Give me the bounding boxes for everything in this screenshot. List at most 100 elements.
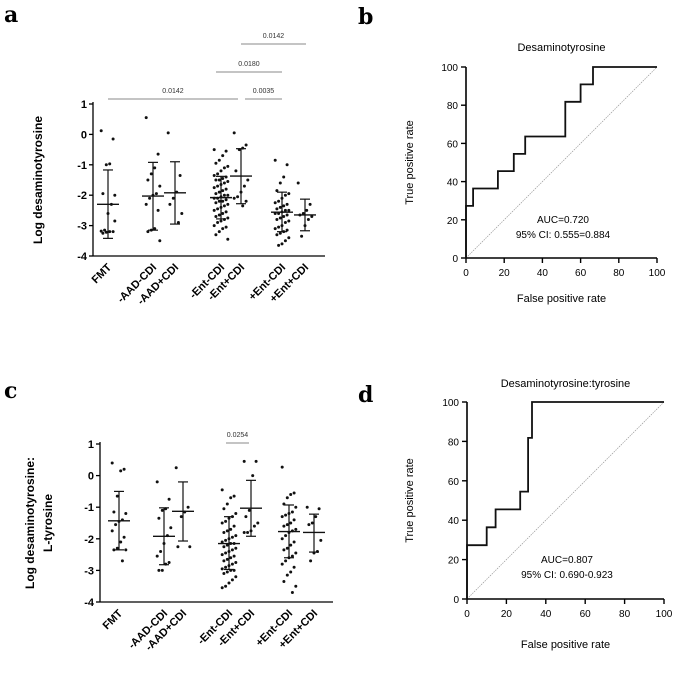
data-point [234, 512, 238, 516]
y-tick-label: -4 [84, 597, 95, 609]
data-point [273, 227, 277, 231]
data-point [280, 515, 284, 519]
x-tick-label: 60 [575, 268, 587, 279]
data-point [188, 545, 192, 549]
y-tick-label: 40 [448, 516, 460, 527]
data-point [241, 204, 245, 208]
y-axis-label: True positive rate [404, 458, 416, 543]
data-point [292, 491, 296, 495]
data-point [278, 205, 282, 209]
data-point [278, 231, 282, 235]
y-tick-label: -3 [77, 221, 87, 233]
data-point [174, 466, 178, 470]
data-point [176, 545, 180, 549]
data-point [292, 565, 296, 569]
data-point [256, 521, 260, 525]
data-point [186, 505, 190, 509]
data-point [148, 196, 152, 200]
data-point [113, 193, 117, 197]
data-point [217, 230, 221, 234]
data-point [285, 202, 289, 206]
data-point [214, 178, 218, 182]
data-point [119, 469, 123, 473]
data-point [113, 219, 117, 223]
data-point [226, 202, 230, 206]
data-point [226, 237, 230, 241]
data-point [160, 508, 164, 512]
data-point [285, 213, 289, 217]
data-point [149, 172, 153, 176]
data-point [282, 579, 286, 583]
data-point [222, 559, 226, 563]
data-point [230, 578, 234, 582]
data-point [119, 540, 123, 544]
data-point [104, 230, 108, 234]
data-point [287, 192, 291, 196]
data-point [289, 521, 293, 525]
y-tick-label: -2 [77, 190, 87, 202]
data-point [300, 234, 304, 238]
data-point [317, 507, 321, 511]
y-tick-label: 0 [452, 254, 458, 265]
roc-panel-b: Desaminotyrosine 0 20 40 60 80 100 0 20 40 60 80 100… [404, 42, 666, 305]
y-tick-label: 100 [442, 398, 459, 409]
data-point [101, 192, 105, 196]
data-point [220, 586, 224, 590]
data-point [212, 208, 216, 212]
y-axis-label: Log desaminotyrosine [31, 116, 45, 244]
data-point [244, 515, 248, 519]
data-point [284, 513, 288, 517]
data-point [280, 465, 284, 469]
data-point [242, 530, 246, 534]
panel-letter-d: d [358, 382, 373, 408]
data-point [214, 161, 218, 165]
dot-plot-panel-c: 1 0 -1 -2 -3 -4 Log desaminotyrosine: L-tyrosin… [23, 432, 333, 654]
data-point [122, 467, 126, 471]
p-value-label: 0.0254 [227, 432, 249, 439]
data-point [275, 218, 279, 222]
x-tick-label: 80 [613, 268, 625, 279]
y-tick-label: 80 [448, 437, 460, 448]
data-point [236, 195, 240, 199]
data-point [234, 534, 238, 538]
data-point [144, 202, 148, 206]
data-point [285, 496, 289, 500]
y-axis-label: True positive rate [404, 120, 416, 205]
data-point [224, 584, 228, 588]
y-tick-label: -2 [84, 534, 94, 546]
x-tick-label: 100 [649, 268, 666, 279]
x-tick-label: FMT [90, 261, 115, 286]
data-point [110, 529, 114, 533]
x-tick-label: 0 [464, 609, 470, 620]
data-point [108, 230, 112, 234]
data-point [212, 148, 216, 152]
data-point [224, 225, 228, 229]
data-point [222, 204, 226, 208]
data-point [99, 229, 103, 233]
data-point [234, 575, 238, 579]
data-point [294, 505, 298, 509]
data-point [212, 186, 216, 190]
x-tick-label: 0 [463, 268, 469, 279]
y-tick-label: 20 [448, 556, 460, 567]
data-point [212, 224, 216, 228]
data-point [111, 230, 115, 234]
data-point [280, 537, 284, 541]
data-point [234, 561, 238, 564]
data-point [232, 554, 236, 558]
data-point [282, 214, 286, 218]
data-point [307, 523, 311, 527]
panel-letter-a: a [4, 2, 18, 28]
data-point [220, 488, 224, 492]
data-point [224, 210, 228, 214]
x-tick-label: FMT [101, 607, 126, 632]
data-point [275, 233, 279, 237]
data-point [278, 216, 282, 220]
data-point [244, 143, 248, 147]
data-point [294, 551, 298, 555]
data-point [244, 199, 248, 203]
x-tick-label: 40 [540, 609, 552, 620]
data-point [282, 548, 286, 552]
data-point [254, 459, 258, 463]
